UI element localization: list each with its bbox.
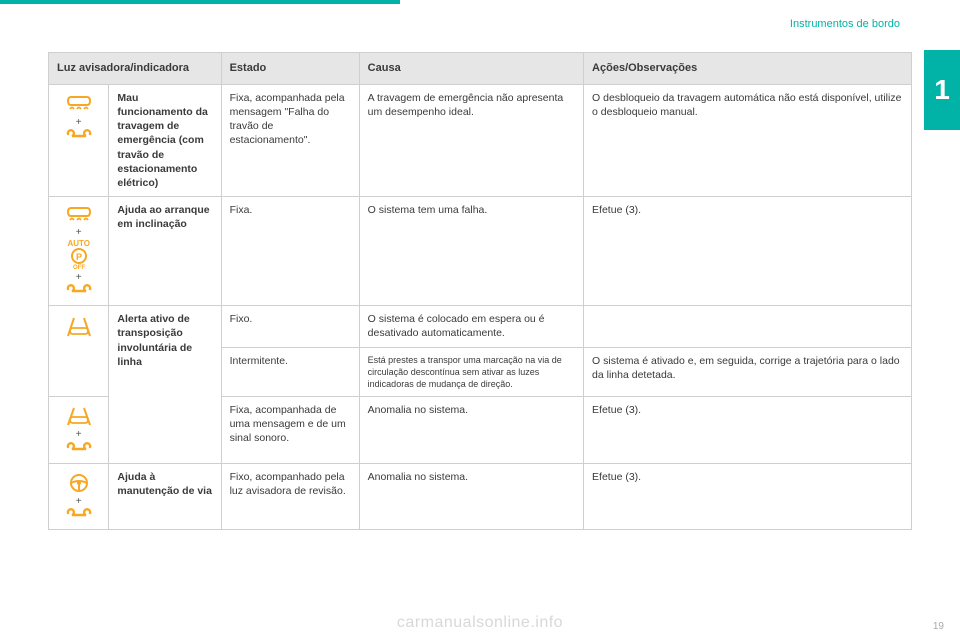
wrench-icon xyxy=(66,441,92,453)
row-name: Ajuda ao arranque em inclinação xyxy=(109,197,221,306)
svg-text:P: P xyxy=(76,252,82,262)
row-actions: Efetue (3). xyxy=(584,197,912,306)
wrench-icon xyxy=(66,507,92,519)
skid-icon xyxy=(64,205,94,225)
top-accent-bar xyxy=(0,0,400,4)
parking-p-off-icon: P OFF xyxy=(67,248,91,270)
th-indicator: Luz avisadora/indicadora xyxy=(49,53,222,85)
icon-lane-depart xyxy=(49,306,109,397)
row-state: Fixo, acompanhado pela luz avisadora de … xyxy=(221,463,359,530)
row-state: Intermitente. xyxy=(221,347,359,396)
svg-text:OFF: OFF xyxy=(73,265,85,270)
th-cause: Causa xyxy=(359,53,583,85)
lane-departure-icon xyxy=(64,405,94,427)
auto-label-icon: AUTO xyxy=(53,239,104,248)
row-cause: O sistema é colocado em espera ou é desa… xyxy=(359,306,583,347)
row-actions: Efetue (3). xyxy=(584,397,912,464)
row-state: Fixo. xyxy=(221,306,359,347)
row-name: Alerta ativo de transposição involuntári… xyxy=(109,306,221,463)
icon-skid-auto-p-wrench: + AUTO P OFF + xyxy=(49,197,109,306)
row-cause: Anomalia no sistema. xyxy=(359,397,583,464)
icon-skid-wrench: + xyxy=(49,84,109,196)
row-cause: A travagem de emergência não apresenta u… xyxy=(359,84,583,196)
th-actions: Ações/Observações xyxy=(584,53,912,85)
row-actions: O desbloqueio da travagem automática não… xyxy=(584,84,912,196)
row-state: Fixa. xyxy=(221,197,359,306)
row-cause: Está prestes a transpor uma marcação na … xyxy=(359,347,583,396)
row-cause: Anomalia no sistema. xyxy=(359,463,583,530)
row-actions xyxy=(584,306,912,347)
row-name: Mau funcionamento da travagem de emergên… xyxy=(109,84,221,196)
steering-wheel-icon xyxy=(65,472,93,494)
warning-lights-table: Luz avisadora/indicadora Estado Causa Aç… xyxy=(48,52,912,530)
watermark: carmanualsonline.info xyxy=(0,614,960,632)
section-title: Instrumentos de bordo xyxy=(790,18,900,30)
chapter-number-tab: 1 xyxy=(924,50,960,130)
lane-departure-icon xyxy=(64,314,94,338)
table-row: + Mau funcionamento da travagem de emerg… xyxy=(49,84,912,196)
row-cause: O sistema tem uma falha. xyxy=(359,197,583,306)
row-name: Ajuda à manutenção de via xyxy=(109,463,221,530)
row-state: Fixa, acompanhada de uma mensagem e de u… xyxy=(221,397,359,464)
table-row: + AUTO P OFF + Ajuda ao arranque em incl… xyxy=(49,197,912,306)
icon-lane-depart-wrench: + xyxy=(49,397,109,464)
row-actions: Efetue (3). xyxy=(584,463,912,530)
page-number: 19 xyxy=(933,621,944,632)
wrench-icon xyxy=(66,128,92,140)
skid-icon xyxy=(64,93,94,115)
th-state: Estado xyxy=(221,53,359,85)
wrench-icon xyxy=(66,283,92,295)
table-header-row: Luz avisadora/indicadora Estado Causa Aç… xyxy=(49,53,912,85)
icon-steering-wrench: + xyxy=(49,463,109,530)
table-row: Alerta ativo de transposição involuntári… xyxy=(49,306,912,347)
row-state: Fixa, acompanhada pela mensagem "Falha d… xyxy=(221,84,359,196)
row-actions: O sistema é ativado e, em seguida, corri… xyxy=(584,347,912,396)
table-row: + Ajuda à manutenção de via Fixo, acompa… xyxy=(49,463,912,530)
